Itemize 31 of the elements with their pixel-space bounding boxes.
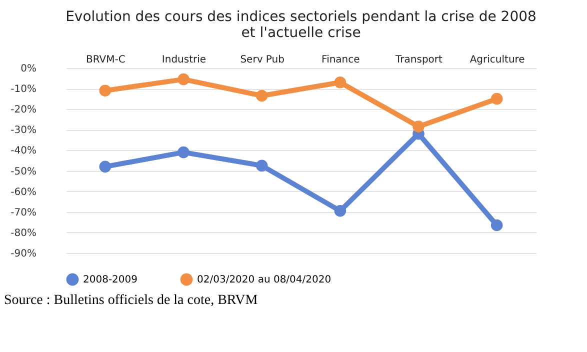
point (99, 84, 112, 97)
x-tick-label: Agriculture (470, 54, 525, 66)
point (178, 146, 190, 158)
x-tick-label: Finance (322, 54, 360, 66)
legend-label: 02/03/2020 au 08/04/2020 (197, 274, 332, 286)
source-note: Source : Bulletins officiels de la cote, BRVM (4, 293, 259, 309)
y-tick-label: -20% (10, 104, 36, 116)
y-tick-label: -90% (10, 248, 36, 260)
point (334, 76, 346, 88)
y-tick-label: -30% (10, 125, 36, 136)
y-tick-label: -70% (10, 207, 36, 218)
point (412, 120, 424, 132)
point (256, 160, 268, 172)
y-tick-label: -40% (10, 146, 36, 157)
y-tick-label: 0% (20, 64, 36, 74)
x-tick-label: BRVM-C (86, 54, 126, 66)
chart-title: Evolution des cours des indices sectoriels pendant la crise de 2008 et l'actuelle crise (66, 9, 536, 41)
point (178, 73, 190, 86)
y-tick-label: -50% (10, 166, 36, 178)
point (99, 160, 112, 173)
legend-label: 2008-2009 (83, 274, 138, 286)
x-tick-label: Industrie (162, 54, 206, 66)
y-tick-label: -80% (10, 228, 36, 239)
point (490, 219, 503, 232)
y-tick-label: -60% (10, 186, 36, 198)
x-tick-label: Transport (394, 54, 443, 66)
x-tick-label: Serv Pub (240, 54, 284, 66)
y-tick-label: -10% (10, 84, 36, 96)
point (256, 90, 268, 102)
point (334, 204, 346, 217)
point (490, 92, 503, 105)
